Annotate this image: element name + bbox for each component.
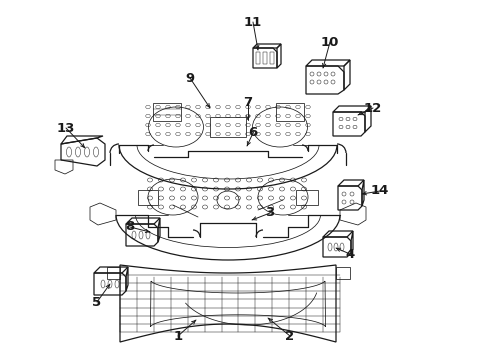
Text: 12: 12 — [364, 102, 382, 114]
Text: 2: 2 — [286, 329, 294, 342]
Text: 14: 14 — [371, 184, 389, 198]
Text: 5: 5 — [93, 296, 101, 309]
Bar — [138, 190, 158, 205]
Text: 3: 3 — [266, 207, 274, 220]
Text: 1: 1 — [173, 329, 183, 342]
Bar — [296, 190, 318, 205]
Text: 11: 11 — [244, 15, 262, 28]
Bar — [276, 103, 304, 121]
Bar — [210, 117, 246, 137]
Text: 4: 4 — [345, 248, 355, 261]
Bar — [270, 52, 274, 64]
Bar — [153, 103, 181, 121]
Bar — [263, 52, 267, 64]
Bar — [256, 52, 260, 64]
Text: 13: 13 — [57, 122, 75, 135]
Text: 7: 7 — [244, 96, 252, 109]
Text: 6: 6 — [248, 126, 258, 139]
Text: 10: 10 — [321, 36, 339, 49]
Text: 9: 9 — [185, 72, 195, 85]
Text: 8: 8 — [125, 220, 135, 234]
